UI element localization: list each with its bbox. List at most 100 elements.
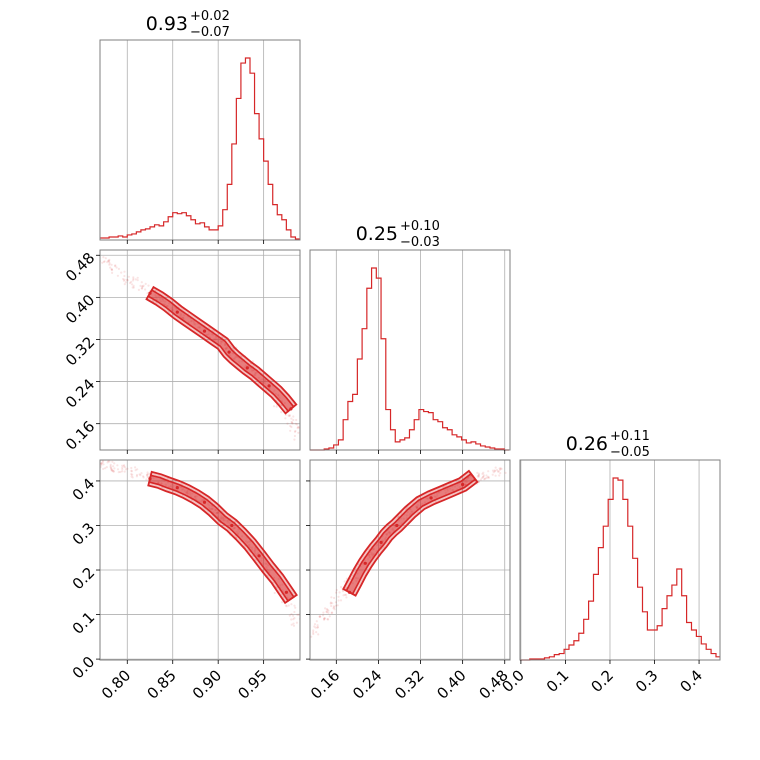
- hist-line-0: [100, 57, 300, 240]
- sample-point: [476, 471, 479, 474]
- sample-point: [244, 540, 248, 543]
- sample-point: [330, 604, 333, 608]
- sample-point: [409, 508, 412, 511]
- sample-point: [243, 545, 246, 548]
- sample-point: [288, 614, 291, 617]
- sample-point: [330, 596, 333, 599]
- sample-point: [181, 488, 184, 491]
- sample-point: [467, 476, 470, 479]
- sample-point: [497, 470, 500, 473]
- sample-point: [221, 517, 224, 520]
- sample-point: [132, 276, 135, 279]
- sample-point: [140, 287, 143, 290]
- sample-point: [168, 302, 171, 305]
- sample-point: [106, 461, 109, 464]
- contour-point: [148, 291, 152, 295]
- sample-point: [182, 314, 186, 317]
- hist-panel-0: 0.93 +0.02−0.07: [99, 9, 301, 244]
- sample-point: [327, 611, 330, 614]
- sample-point: [210, 333, 213, 336]
- sample-point: [159, 297, 162, 300]
- sample-point: [182, 316, 185, 320]
- sample-point: [381, 539, 384, 542]
- sample-point: [314, 626, 317, 629]
- sample-point: [248, 540, 252, 543]
- contour-point: [175, 486, 179, 490]
- sample-point: [142, 475, 145, 478]
- sample-point: [343, 593, 346, 596]
- sample-point: [337, 599, 340, 602]
- sample-point: [376, 544, 379, 547]
- sample-point: [316, 624, 319, 627]
- hist-title-value-0: 0.93: [146, 13, 188, 35]
- sample-point: [162, 298, 165, 301]
- sample-point: [342, 594, 345, 597]
- sample-point: [388, 532, 392, 536]
- sample-point: [147, 284, 150, 287]
- sample-point: [332, 605, 335, 608]
- sample-point: [107, 259, 111, 262]
- sample-point: [208, 326, 211, 329]
- sample-point: [372, 548, 375, 551]
- hist-frame-0: [99, 39, 301, 241]
- sample-point: [294, 429, 297, 433]
- sample-point: [139, 284, 142, 287]
- sample-point: [183, 489, 186, 492]
- sample-point: [213, 339, 216, 342]
- sample-point: [492, 471, 495, 474]
- sample-point: [444, 491, 447, 494]
- sample-point: [145, 478, 148, 481]
- sample-point: [132, 279, 135, 282]
- sample-point: [178, 485, 181, 488]
- sample-point: [110, 467, 113, 470]
- sample-point: [186, 490, 190, 493]
- sample-point: [146, 471, 149, 474]
- sample-point: [335, 588, 338, 592]
- sample-point: [123, 278, 126, 281]
- sample-point: [198, 326, 201, 329]
- sample-point: [207, 333, 210, 336]
- sample-point: [494, 474, 497, 477]
- sample-point: [164, 483, 167, 486]
- sample-point: [107, 259, 110, 262]
- sample-point: [159, 300, 162, 303]
- sample-point: [334, 604, 338, 607]
- sample-point: [111, 469, 114, 472]
- sample-point: [355, 579, 358, 582]
- sample-point: [141, 285, 144, 288]
- sample-point: [335, 591, 338, 594]
- sample-point: [456, 484, 459, 487]
- sample-point: [226, 347, 229, 350]
- sample-point: [273, 389, 276, 392]
- sample-point: [180, 314, 183, 317]
- sample-point: [123, 464, 126, 467]
- x-tick-label: 0.95: [234, 666, 270, 702]
- sample-point: [367, 558, 370, 561]
- sample-point: [292, 624, 296, 627]
- sample-point: [132, 284, 135, 287]
- sample-point: [165, 304, 168, 308]
- sample-point: [465, 480, 468, 483]
- sample-point: [102, 467, 105, 470]
- y-tick-label: 0.16: [62, 417, 98, 453]
- sample-point: [333, 606, 336, 609]
- sample-point: [208, 506, 211, 509]
- sample-point: [155, 298, 158, 301]
- sample-point: [265, 566, 268, 569]
- sample-point: [162, 299, 165, 302]
- sample-point: [275, 405, 278, 408]
- sample-point: [291, 422, 294, 425]
- x-tick-label: 0.90: [189, 666, 225, 702]
- sample-point: [330, 611, 333, 615]
- sample-point: [283, 401, 286, 405]
- sample-point: [290, 420, 293, 424]
- sample-point: [499, 472, 502, 475]
- contour-point: [245, 366, 249, 370]
- sample-point: [292, 622, 295, 625]
- sample-point: [297, 613, 300, 616]
- sample-point: [260, 559, 263, 562]
- sample-point: [289, 429, 292, 432]
- sample-point: [487, 476, 491, 479]
- sample-point: [493, 470, 497, 473]
- sample-point: [326, 618, 329, 621]
